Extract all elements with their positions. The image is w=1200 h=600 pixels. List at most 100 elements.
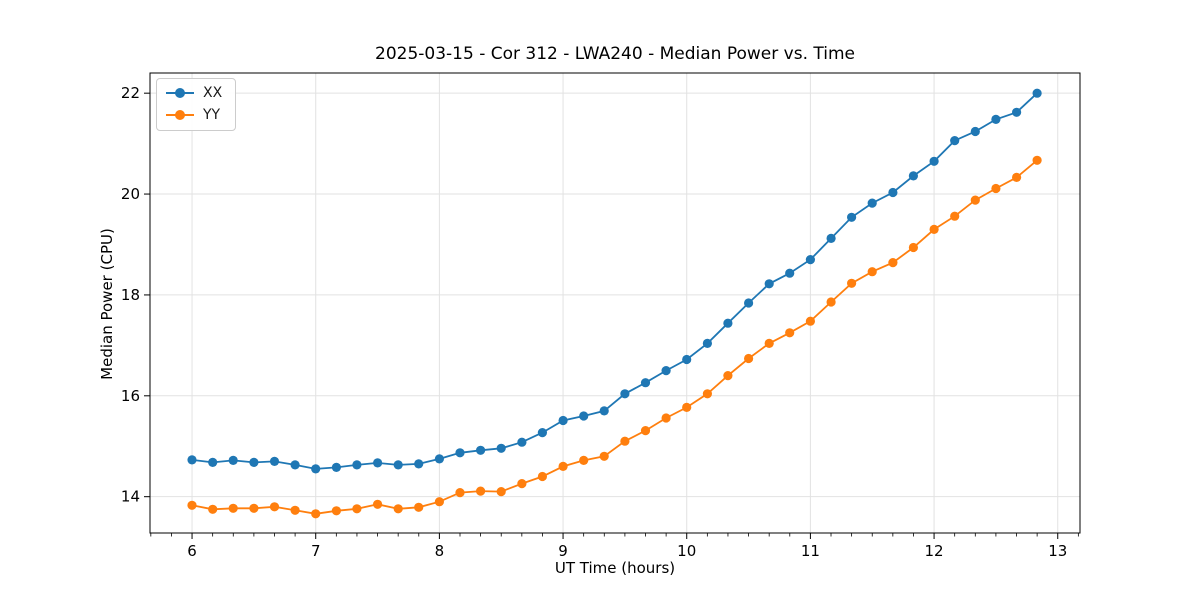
series-xx-point — [867, 198, 877, 208]
x-tick-label: 7 — [311, 542, 321, 560]
series-yy-point — [393, 504, 403, 514]
series-xx-point — [599, 406, 609, 416]
series-yy-point — [847, 278, 857, 288]
series-yy-point — [352, 504, 362, 514]
y-tick-label: 22 — [121, 84, 140, 102]
series-yy-point — [744, 353, 754, 364]
series-xx-point — [744, 298, 754, 308]
legend-entry-xx: XX — [166, 86, 222, 100]
series-xx-point — [847, 212, 857, 222]
series-yy-point — [434, 497, 444, 507]
x-tick-label: 6 — [187, 542, 197, 560]
series-xx-point — [352, 460, 362, 470]
series-xx-point — [1012, 107, 1022, 117]
series-yy-point — [764, 338, 774, 348]
series-yy-point — [867, 267, 877, 277]
series-xx-point — [208, 457, 218, 467]
y-axis-label: Median Power (CPU) — [98, 228, 116, 380]
series-yy-point — [455, 488, 465, 498]
series-yy-point — [476, 486, 486, 496]
series-xx-point — [187, 455, 197, 465]
legend-label-yy: YY — [203, 107, 221, 123]
series-xx-point — [661, 366, 671, 376]
x-tick-label: 10 — [677, 542, 696, 560]
x-tick-label: 9 — [558, 542, 568, 560]
series-xx-point — [929, 156, 939, 166]
series-xx-point — [579, 411, 589, 421]
series-yy-point — [702, 389, 713, 399]
series-yy-point — [228, 503, 238, 513]
y-tick-label: 18 — [121, 286, 140, 304]
series-yy-point — [991, 183, 1001, 194]
series-xx-point — [702, 338, 713, 348]
series-xx-point — [764, 279, 774, 289]
series-yy-point — [826, 297, 836, 307]
series-yy-point — [1032, 155, 1042, 165]
series-yy-line — [191, 159, 1038, 515]
series-yy-point — [187, 500, 197, 510]
series-xx-point — [991, 114, 1001, 124]
series-yy-point — [290, 505, 300, 515]
series-xx-point — [682, 354, 692, 365]
series-xx-point — [908, 171, 919, 181]
legend-entry-yy: YY — [166, 108, 222, 122]
series-yy-point — [311, 509, 321, 519]
series-yy-point — [599, 451, 609, 461]
series-yy-point — [579, 455, 589, 465]
series-yy-point — [517, 479, 527, 489]
series-yy-point — [269, 502, 280, 512]
series-yy-point — [805, 316, 816, 326]
series-xx-point — [537, 428, 548, 438]
chart-title: 2025-03-15 - Cor 312 - LWA240 - Median P… — [375, 44, 855, 64]
x-tick-label: 8 — [435, 542, 445, 560]
legend-line-marker-yy — [166, 110, 194, 120]
series-xx-line — [191, 92, 1038, 470]
series-xx-point — [517, 437, 527, 447]
series-xx-point — [805, 255, 816, 265]
series-yy-point — [249, 503, 259, 513]
x-tick-label: 12 — [925, 542, 944, 560]
series-xx-point — [434, 454, 444, 464]
series-yy-point — [537, 471, 548, 482]
series-xx-point — [311, 464, 321, 474]
series-xx-point — [640, 378, 651, 388]
y-tick-label: 16 — [121, 387, 140, 405]
x-tick-label: 13 — [1048, 542, 1067, 560]
series-yy-point — [785, 328, 795, 338]
series-yy-point — [888, 258, 898, 268]
series-xx-point — [558, 415, 568, 426]
series-yy-point — [661, 413, 671, 423]
legend-label-xx: XX — [203, 85, 223, 101]
series-yy-point — [620, 436, 630, 446]
series-yy-point — [970, 195, 980, 205]
series-xx-point — [970, 126, 980, 137]
series-yy-point — [331, 506, 341, 516]
series-xx-point — [723, 318, 733, 328]
series-xx-point — [373, 458, 383, 468]
series-xx-point — [331, 462, 341, 472]
series-yy-point — [208, 504, 218, 514]
series-yy-point — [929, 224, 939, 234]
series-xx-point — [249, 457, 259, 467]
series-yy-point — [373, 499, 383, 509]
series-yy-point — [723, 371, 733, 381]
series-xx-point — [785, 268, 795, 278]
series-xx-point — [269, 456, 280, 466]
series-xx-point — [476, 445, 486, 455]
series-xx-point — [888, 187, 898, 198]
axes-frame — [149, 72, 1081, 534]
series-xx-point — [496, 443, 506, 453]
series-xx-point — [950, 136, 960, 146]
series-xx-point — [826, 233, 836, 243]
series-xx-point — [620, 389, 630, 399]
x-axis-label: UT Time (hours) — [554, 559, 676, 577]
series-yy-point — [950, 211, 960, 221]
series-xx-point — [455, 448, 465, 458]
series-yy-point — [640, 426, 651, 436]
x-tick-label: 11 — [801, 542, 820, 560]
series-yy-point — [496, 487, 506, 497]
legend-dot-icon — [175, 110, 185, 120]
series-xx-point — [393, 460, 403, 470]
y-tick-label: 14 — [121, 488, 140, 506]
